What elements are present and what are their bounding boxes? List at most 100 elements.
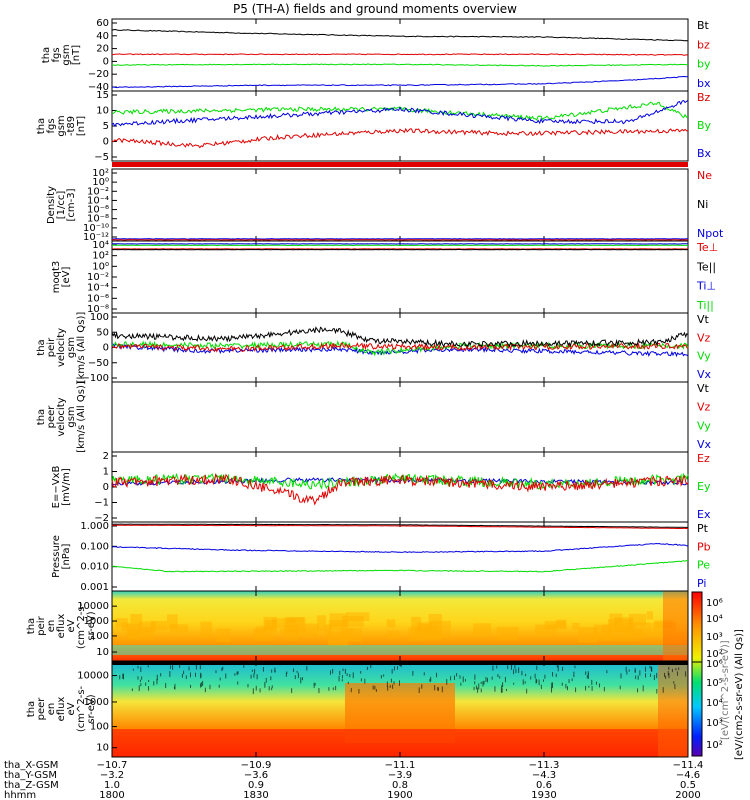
- peir-spectrogram-ytick-label: 100: [90, 631, 109, 642]
- spectrogram-speckle: [434, 685, 436, 691]
- spectrogram-speckle: [147, 665, 149, 668]
- x-axis-value: −4.6: [676, 770, 700, 781]
- spectrogram-speckle: [429, 678, 431, 683]
- spectrogram-speckle: [330, 670, 332, 675]
- panel-efield: E=−VxB [mV/m] 2 1 0 −1 −2 Ez Ey Ex: [51, 451, 711, 524]
- fgs-gsm-ytick-label: 40: [96, 31, 109, 42]
- spectrogram-speckle: [189, 672, 191, 678]
- spectrogram-speckle: [667, 671, 669, 676]
- peer-spectrogram-ylabel-line: eflux: [56, 697, 67, 722]
- colorbar-tick-label: 10³: [706, 718, 723, 729]
- spectrogram-speckle: [565, 683, 567, 689]
- panel-fgs-gsm: tha fgs gsm [nT] 60 40 200 −20 −40 Bt bz by bx: [41, 18, 711, 93]
- spectrogram-speckle: [190, 684, 192, 688]
- spectrogram-speckle: [649, 673, 651, 677]
- efield-ylabel-line: E=−VxB: [51, 466, 62, 509]
- spectrogram-speckle: [215, 670, 217, 674]
- spectrogram-speckle: [145, 682, 147, 686]
- pressure-legend-Pt: Pt: [697, 522, 709, 535]
- spectrogram-cell: [646, 611, 653, 620]
- spectrogram-speckle: [349, 674, 351, 678]
- x-axis-value: 1800: [99, 790, 124, 800]
- spectrogram-speckle: [209, 684, 211, 690]
- spectrogram-speckle: [502, 682, 504, 688]
- series-line-bz: [111, 53, 689, 56]
- spectrogram-speckle: [350, 688, 352, 693]
- spectrogram-speckle: [550, 686, 552, 693]
- spectrogram-cell: [628, 613, 647, 626]
- panel-peer-velocity: tha peer velocity gsm [km/s (All Qs)] Vt Vz Vy V…: [36, 381, 712, 453]
- spectrogram-speckle: [642, 685, 644, 692]
- x-axis-value: 0.5: [680, 780, 696, 791]
- spectrogram-speckle: [567, 686, 569, 691]
- peir-velocity-ytick-label: 100: [90, 312, 109, 323]
- series-line-Bz: [111, 127, 689, 149]
- peir-velocity-ytick-label: −50: [88, 358, 109, 369]
- spectrogram-speckle: [586, 674, 588, 679]
- series-line-By: [111, 101, 689, 121]
- spectrogram-speckle: [645, 673, 647, 678]
- x-axis-value: −11.1: [385, 760, 416, 771]
- spectrogram-speckle: [619, 685, 621, 690]
- peir-velocity-legend-Vx: Vx: [697, 368, 712, 381]
- peer-velocity-legend-Vz: Vz: [697, 401, 711, 414]
- peer-spectrogram-ytick-label: 10000: [77, 671, 109, 682]
- spectrogram-speckle: [174, 683, 176, 690]
- spectrogram-cell: [496, 626, 519, 641]
- fgs-gsm-ylabel-line: gsm: [61, 44, 72, 65]
- series-line-Npot: [111, 238, 688, 240]
- spectrogram-speckle: [620, 673, 622, 679]
- spectrogram-speckle: [262, 666, 264, 672]
- panel-density: Density [1/cc] [cm-3]10²10⁰10⁻²10⁻⁴10⁻⁶10⁻…: [46, 168, 724, 243]
- peir-spectrogram-ylabel-line: (cm^2-s-: [76, 602, 87, 649]
- spectrogram-speckle: [270, 676, 272, 681]
- fgs-t89-ytick-label: −5: [94, 152, 109, 163]
- efield-ytick-label: 2: [103, 451, 109, 462]
- spectrogram-speckle: [430, 676, 432, 682]
- spectrogram-speckle: [482, 681, 484, 687]
- spectrogram-speckle: [274, 667, 276, 673]
- colorbar-tick-label: 10⁶: [706, 598, 723, 609]
- spectrogram-speckle: [360, 671, 362, 674]
- series-line-Vz: [111, 342, 689, 353]
- x-axis-value: 2000: [675, 790, 700, 800]
- spectrogram-speckle: [557, 665, 559, 672]
- spectrogram-speckle: [562, 666, 564, 671]
- spectrogram-speckle: [339, 670, 341, 675]
- x-axis-value: 1930: [531, 790, 556, 800]
- series-line-Ne: [111, 239, 689, 241]
- panel-pressure-frame: [111, 521, 689, 592]
- flag-bar: [112, 162, 688, 167]
- pressure-legend-Pb: Pb: [697, 540, 711, 553]
- spectrogram-cell: [578, 627, 598, 643]
- density-ylabel-line: [1/cc]: [56, 191, 67, 220]
- density-ytick-label: 10²: [92, 168, 109, 179]
- spectrogram-speckle: [678, 667, 680, 671]
- spectrogram-speckle: [332, 687, 334, 691]
- spectrogram-speckle: [656, 688, 658, 694]
- peir-spectrogram-ytick-label: 1000: [84, 616, 109, 627]
- spectrogram-speckle: [487, 677, 489, 683]
- spectrogram-speckle: [542, 679, 544, 682]
- spectrogram-speckle: [183, 670, 185, 675]
- x-axis-value: 0.9: [248, 780, 264, 791]
- spectrogram-speckle: [625, 666, 627, 672]
- spectrogram-speckle: [491, 676, 493, 680]
- x-axis-value: −11.4: [673, 760, 704, 771]
- spectrogram-speckle: [662, 687, 664, 693]
- x-axis-value: −3.6: [244, 770, 268, 781]
- peer-velocity-ylabel-line: tha: [36, 409, 47, 425]
- spectrogram-speckle: [179, 664, 181, 668]
- colorbar-tick-label: 10²: [706, 649, 723, 660]
- peir-spectrogram-ylabel-line: sr-eV): [86, 611, 97, 640]
- fgs-t89-legend-Bz: Bz: [697, 91, 711, 104]
- spectrogram-speckle: [673, 681, 675, 684]
- spectrogram-speckle: [297, 672, 299, 679]
- fgs-gsm-legend-bz: bz: [697, 38, 710, 51]
- spectrogram-speckle: [653, 674, 655, 681]
- spectrogram-speckle: [462, 676, 464, 683]
- spectrogram-speckle: [148, 679, 150, 683]
- fgs-gsm-legend-Bt: Bt: [697, 19, 710, 32]
- series-line-bx: [111, 75, 689, 89]
